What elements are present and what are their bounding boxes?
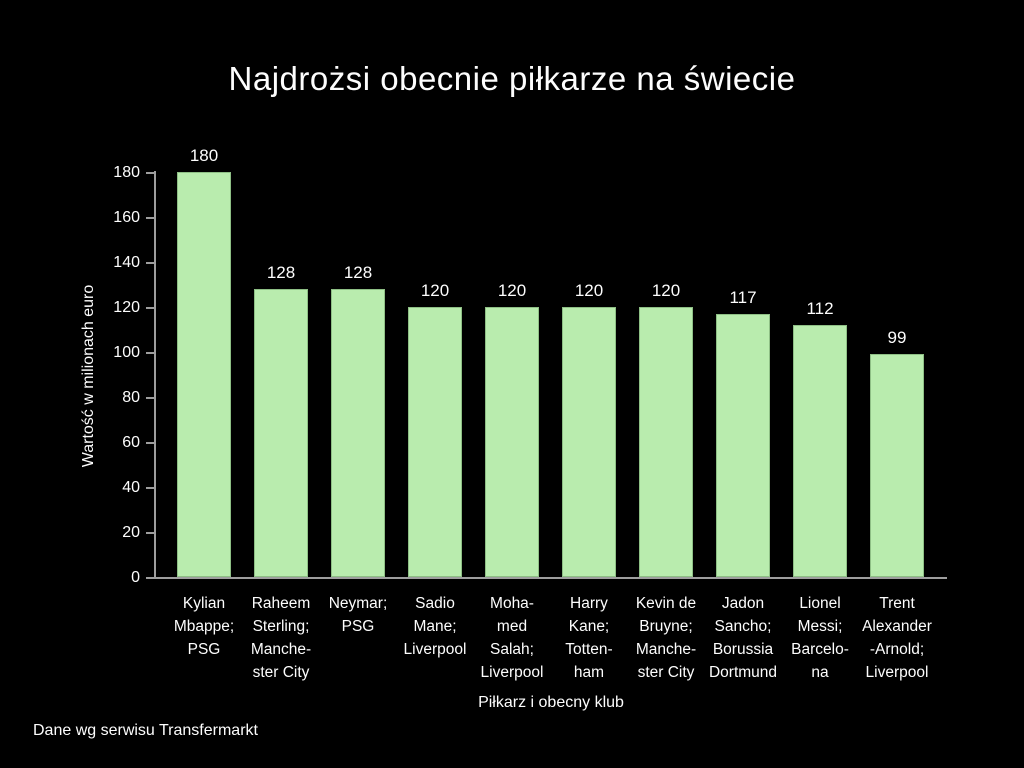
y-tick (146, 487, 155, 489)
category-label: Raheem Sterling; Manche- ster City (250, 595, 312, 681)
category-label: Sadio Mane; Liverpool (403, 595, 467, 658)
y-tick-label: 120 (113, 299, 140, 316)
bar-value-label: 180 (189, 146, 219, 165)
y-tick (146, 532, 155, 534)
y-tick-label: 0 (131, 569, 140, 586)
bar-value-label: 112 (806, 299, 834, 318)
bar (562, 307, 616, 577)
bar (177, 172, 231, 577)
category-label: Jadon Sancho; Borussia Dortmund (708, 595, 778, 681)
chart-title: Najdrożsi obecnie piłkarze na świecie (228, 60, 796, 97)
bar (793, 325, 847, 577)
bar (716, 314, 770, 577)
y-tick-label: 140 (113, 254, 140, 271)
category-label: Lionel Messi; Barcelo- na (791, 595, 849, 681)
category-label: Moha- med Salah; Liverpool (480, 595, 544, 681)
bar-value-label: 120 (497, 281, 527, 300)
y-tick (146, 217, 155, 219)
bar (408, 307, 462, 577)
bar-value-label: 120 (651, 281, 681, 300)
category-label: Trent Alexander -Arnold; Liverpool (862, 595, 932, 681)
bar (870, 354, 924, 577)
category-label: Kevin de Bruyne; Manche- ster City (635, 595, 697, 681)
category-label: Neymar; PSG (328, 595, 388, 635)
bar (331, 289, 385, 577)
y-tick (146, 172, 155, 174)
x-axis-line (146, 577, 947, 579)
bar-value-label: 99 (887, 328, 907, 347)
y-tick (146, 442, 155, 444)
source-note: Dane wg serwisu Transfermarkt (33, 722, 258, 739)
y-tick (146, 352, 155, 354)
bar-value-label: 128 (266, 263, 296, 282)
y-tick-label: 180 (113, 164, 140, 181)
y-axis-line (154, 171, 156, 579)
bar (639, 307, 693, 577)
y-tick-label: 20 (122, 524, 140, 541)
y-tick (146, 397, 155, 399)
bar (254, 289, 308, 577)
y-tick-label: 60 (122, 434, 140, 451)
bar (485, 307, 539, 577)
y-tick-label: 80 (122, 389, 140, 406)
category-label: Kylian Mbappe; PSG (173, 595, 235, 658)
bar-value-label: 120 (420, 281, 450, 300)
x-axis-title: Piłkarz i obecny klub (478, 694, 624, 711)
y-tick (146, 307, 155, 309)
y-tick-label: 160 (113, 209, 140, 226)
bar-value-label: 117 (729, 288, 757, 307)
y-tick-label: 100 (113, 344, 140, 361)
bar-value-label: 128 (343, 263, 373, 282)
category-label: Harry Kane; Totten- ham (565, 595, 613, 681)
y-tick-label: 40 (122, 479, 140, 496)
bar-value-label: 120 (574, 281, 604, 300)
y-tick (146, 262, 155, 264)
y-tick (146, 577, 155, 579)
